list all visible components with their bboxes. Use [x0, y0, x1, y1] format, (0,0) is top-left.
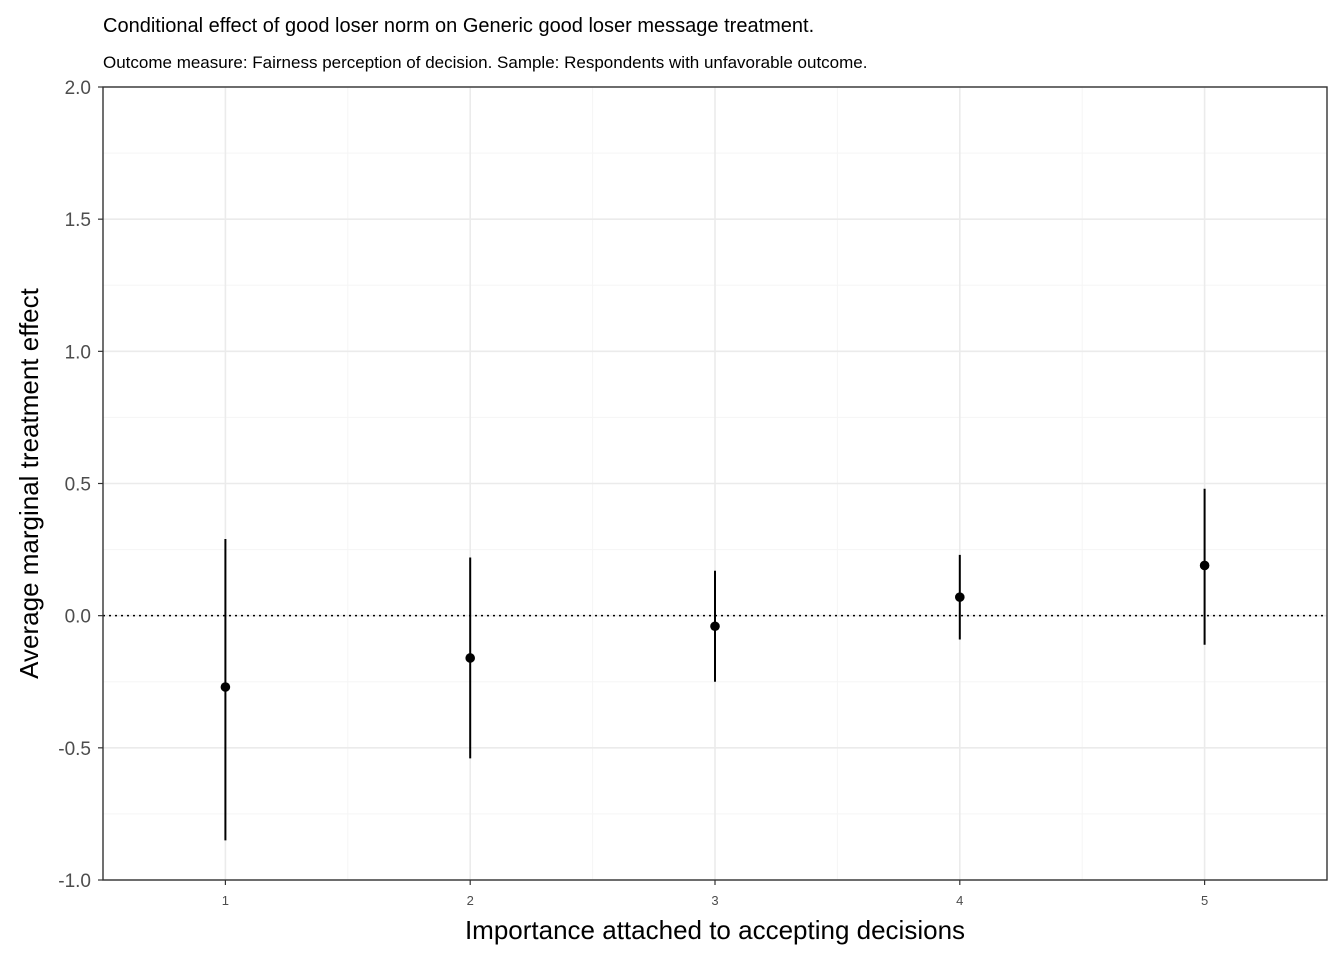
chart-title: Conditional effect of good loser norm on… — [103, 15, 814, 37]
x-axis-label: Importance attached to accepting decisio… — [465, 915, 965, 945]
y-tick-label: -0.5 — [58, 739, 91, 760]
data-layer — [220, 488, 1210, 841]
y-tick-label: 2.0 — [65, 78, 91, 99]
y-tick-label: -1.0 — [58, 871, 91, 892]
chart-subtitle: Outcome measure: Fairness perception of … — [103, 53, 867, 72]
data-point — [955, 592, 965, 602]
y-axis-label: Average marginal treatment effect — [14, 287, 44, 678]
data-point — [1199, 560, 1210, 571]
y-tick-label: 1.5 — [65, 210, 91, 231]
data-point — [465, 653, 476, 663]
axes: -1.0 -0.5 0.0 0.5 1.0 1.5 2.0 1 2 3 4 5 — [58, 78, 1208, 908]
y-tick-label: 1.0 — [65, 342, 91, 363]
grid — [103, 86, 1327, 881]
data-point — [710, 621, 720, 632]
x-tick-label: 4 — [956, 893, 963, 908]
x-tick-label: 1 — [222, 893, 229, 908]
x-tick-label: 2 — [467, 893, 474, 908]
x-tick-label: 5 — [1201, 893, 1208, 908]
x-tick-label: 3 — [711, 893, 718, 908]
y-tick-label: 0.5 — [65, 475, 91, 496]
y-tick-label: 0.0 — [65, 607, 91, 628]
data-point — [220, 682, 231, 692]
